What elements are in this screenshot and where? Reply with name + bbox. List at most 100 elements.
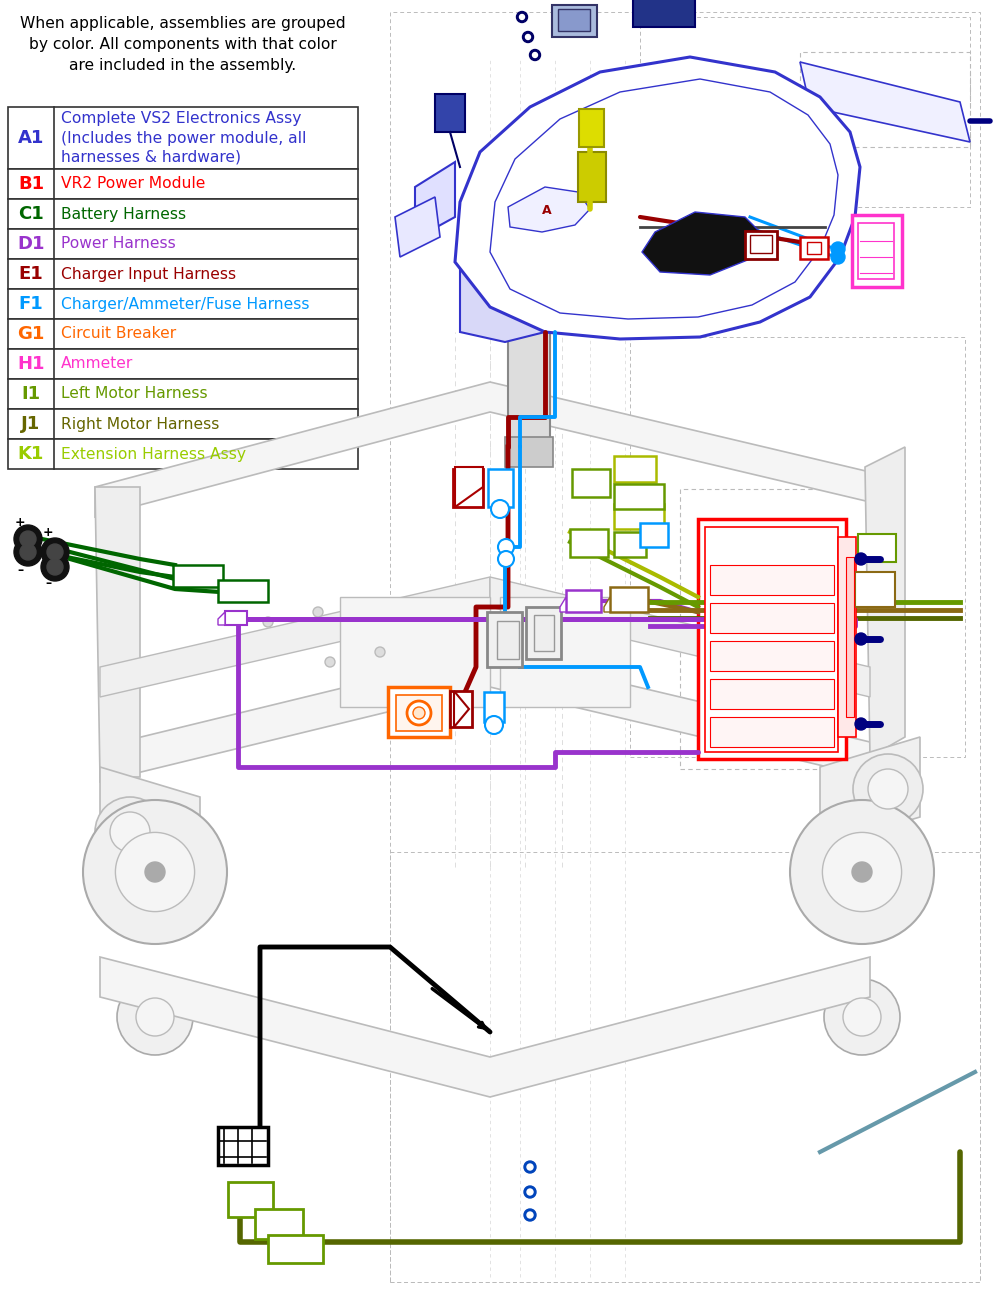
Circle shape xyxy=(524,1185,536,1199)
Bar xyxy=(630,337,965,757)
Polygon shape xyxy=(415,162,455,239)
Circle shape xyxy=(413,707,425,719)
Text: I1: I1 xyxy=(21,386,41,403)
Polygon shape xyxy=(460,247,545,342)
Bar xyxy=(453,469,483,507)
Bar xyxy=(552,5,597,37)
Circle shape xyxy=(263,617,273,627)
Text: A: A xyxy=(542,204,552,217)
Bar xyxy=(388,687,450,737)
Text: A1: A1 xyxy=(18,129,44,146)
Circle shape xyxy=(822,833,902,911)
Bar xyxy=(579,108,604,146)
Bar xyxy=(710,680,834,708)
Bar xyxy=(268,1235,323,1263)
Circle shape xyxy=(843,999,881,1036)
Bar xyxy=(800,52,970,146)
Text: Extension Harness Assy: Extension Harness Assy xyxy=(61,447,246,461)
Bar xyxy=(566,589,601,612)
Circle shape xyxy=(527,1189,533,1195)
Circle shape xyxy=(145,863,165,882)
Circle shape xyxy=(855,718,867,731)
Circle shape xyxy=(325,657,335,667)
Text: Charger/Ammeter/Fuse Harness: Charger/Ammeter/Fuse Harness xyxy=(61,297,310,311)
Bar xyxy=(8,319,358,349)
Polygon shape xyxy=(95,382,870,518)
Bar xyxy=(8,439,358,469)
Bar xyxy=(558,9,590,31)
Bar xyxy=(8,379,358,409)
Bar xyxy=(435,94,465,132)
Text: –: – xyxy=(17,565,23,576)
Circle shape xyxy=(115,833,195,911)
Circle shape xyxy=(117,979,193,1055)
Bar xyxy=(698,519,846,759)
Polygon shape xyxy=(455,467,483,507)
Polygon shape xyxy=(604,597,610,612)
Polygon shape xyxy=(800,61,970,142)
Bar xyxy=(450,691,472,727)
Text: Charger Input Harness: Charger Input Harness xyxy=(61,267,236,281)
Circle shape xyxy=(831,242,845,256)
Bar xyxy=(614,532,646,557)
Text: K1: K1 xyxy=(18,444,44,463)
Polygon shape xyxy=(454,691,469,727)
Bar xyxy=(710,640,834,670)
Bar xyxy=(8,229,358,259)
Bar xyxy=(8,169,358,199)
Bar xyxy=(218,580,268,603)
Text: When applicable, assemblies are grouped
by color. All components with that color: When applicable, assemblies are grouped … xyxy=(20,16,346,73)
Bar xyxy=(614,505,664,529)
Bar xyxy=(610,587,648,612)
Text: F1: F1 xyxy=(19,295,43,312)
Bar xyxy=(8,409,358,439)
Text: G1: G1 xyxy=(17,325,45,342)
Bar xyxy=(228,1182,273,1217)
Circle shape xyxy=(41,538,69,566)
Polygon shape xyxy=(820,737,920,847)
Circle shape xyxy=(526,34,530,39)
Polygon shape xyxy=(455,58,860,339)
Bar xyxy=(8,349,358,379)
Bar xyxy=(745,231,777,259)
Bar xyxy=(396,695,442,731)
Bar xyxy=(173,565,223,587)
Circle shape xyxy=(855,553,867,565)
Circle shape xyxy=(527,1165,533,1170)
Bar xyxy=(640,17,970,207)
Text: E1: E1 xyxy=(19,265,43,284)
Bar xyxy=(8,199,358,229)
Bar xyxy=(508,327,550,447)
Bar xyxy=(710,718,834,748)
Circle shape xyxy=(532,52,538,58)
Polygon shape xyxy=(395,197,440,257)
Circle shape xyxy=(852,863,872,882)
Text: +: + xyxy=(43,525,53,538)
Bar xyxy=(614,456,656,482)
Text: VR2 Power Module: VR2 Power Module xyxy=(61,176,205,192)
Text: H1: H1 xyxy=(17,356,45,372)
Text: Ammeter: Ammeter xyxy=(61,357,133,371)
Bar xyxy=(807,242,821,254)
Bar xyxy=(497,621,519,659)
Circle shape xyxy=(313,606,323,617)
Circle shape xyxy=(14,525,42,553)
Polygon shape xyxy=(100,576,490,697)
Text: +: + xyxy=(15,516,25,529)
Bar xyxy=(526,606,561,659)
Bar xyxy=(340,597,490,707)
Bar xyxy=(710,565,834,595)
Bar xyxy=(750,235,772,254)
Circle shape xyxy=(855,633,867,644)
Circle shape xyxy=(491,501,509,518)
Text: C1: C1 xyxy=(18,205,44,223)
Bar xyxy=(8,259,358,289)
Bar xyxy=(852,214,902,288)
Circle shape xyxy=(498,538,514,555)
Circle shape xyxy=(853,754,923,823)
Text: J1: J1 xyxy=(21,416,41,433)
Bar xyxy=(710,603,834,633)
Bar xyxy=(225,610,247,625)
Polygon shape xyxy=(508,187,590,233)
Polygon shape xyxy=(490,576,870,697)
